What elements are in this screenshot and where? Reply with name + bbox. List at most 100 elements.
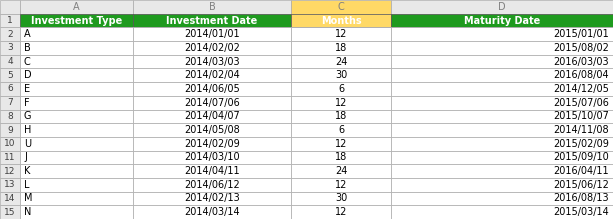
Bar [20, 55, 133, 68]
Text: C: C [24, 57, 31, 67]
Bar [0, 164, 20, 178]
Text: 2015/03/14: 2015/03/14 [554, 207, 609, 217]
Text: 18: 18 [335, 43, 347, 53]
Bar [391, 192, 613, 205]
Text: 2014/04/11: 2014/04/11 [184, 166, 240, 176]
Bar [391, 178, 613, 192]
Text: 2014/03/10: 2014/03/10 [184, 152, 240, 162]
Bar [291, 0, 391, 14]
Text: E: E [24, 84, 30, 94]
Bar [391, 96, 613, 110]
Bar [133, 41, 291, 55]
Bar [20, 137, 133, 151]
Bar [391, 41, 613, 55]
Text: 4: 4 [7, 57, 13, 66]
Bar [0, 192, 20, 205]
Bar [391, 0, 613, 14]
Bar [0, 82, 20, 96]
Text: 2015/09/10: 2015/09/10 [554, 152, 609, 162]
Text: H: H [24, 125, 31, 135]
Text: 14: 14 [4, 194, 16, 203]
Text: D: D [24, 70, 32, 80]
Text: 18: 18 [335, 152, 347, 162]
Bar [391, 137, 613, 151]
Bar [0, 137, 20, 151]
Bar [0, 110, 20, 123]
Bar [0, 123, 20, 137]
Text: 6: 6 [338, 125, 344, 135]
Bar [133, 55, 291, 68]
Bar [20, 0, 133, 14]
Bar [133, 205, 291, 219]
Text: 12: 12 [4, 167, 16, 176]
Bar [20, 82, 133, 96]
Text: Maturity Date: Maturity Date [464, 16, 540, 26]
Bar [391, 82, 613, 96]
Text: 12: 12 [335, 180, 347, 190]
Text: N: N [24, 207, 31, 217]
Text: 24: 24 [335, 166, 347, 176]
Bar [133, 151, 291, 164]
Bar [20, 178, 133, 192]
Bar [291, 205, 391, 219]
Text: 2014/03/03: 2014/03/03 [184, 57, 240, 67]
Bar [391, 110, 613, 123]
Bar [133, 164, 291, 178]
Bar [20, 68, 133, 82]
Bar [0, 0, 20, 14]
Bar [291, 14, 391, 27]
Bar [133, 0, 291, 14]
Bar [0, 151, 20, 164]
Text: 12: 12 [335, 207, 347, 217]
Text: 2015/08/02: 2015/08/02 [553, 43, 609, 53]
Text: 11: 11 [4, 153, 16, 162]
Bar [291, 82, 391, 96]
Bar [0, 14, 20, 27]
Text: 2016/04/11: 2016/04/11 [554, 166, 609, 176]
Text: 2014/02/04: 2014/02/04 [184, 70, 240, 80]
Text: L: L [24, 180, 29, 190]
Bar [391, 151, 613, 164]
Bar [291, 68, 391, 82]
Text: K: K [24, 166, 31, 176]
Text: 12: 12 [335, 98, 347, 108]
Bar [20, 151, 133, 164]
Bar [391, 14, 613, 27]
Text: 2015/06/12: 2015/06/12 [553, 180, 609, 190]
Bar [291, 110, 391, 123]
Text: 2015/02/09: 2015/02/09 [553, 139, 609, 149]
Bar [133, 178, 291, 192]
Text: G: G [24, 111, 31, 121]
Text: 30: 30 [335, 193, 347, 203]
Bar [133, 27, 291, 41]
Text: 2016/08/04: 2016/08/04 [554, 70, 609, 80]
Bar [291, 123, 391, 137]
Text: 2015/07/06: 2015/07/06 [553, 98, 609, 108]
Text: 24: 24 [335, 57, 347, 67]
Text: 7: 7 [7, 98, 13, 107]
Text: Months: Months [321, 16, 361, 26]
Bar [291, 137, 391, 151]
Bar [291, 96, 391, 110]
Text: 30: 30 [335, 70, 347, 80]
Bar [291, 192, 391, 205]
Text: 3: 3 [7, 43, 13, 52]
Bar [20, 27, 133, 41]
Bar [291, 164, 391, 178]
Bar [20, 192, 133, 205]
Text: 2014/01/01: 2014/01/01 [184, 29, 240, 39]
Bar [0, 205, 20, 219]
Text: 13: 13 [4, 180, 16, 189]
Bar [391, 27, 613, 41]
Text: 2015/01/01: 2015/01/01 [554, 29, 609, 39]
Text: 2015/10/07: 2015/10/07 [553, 111, 609, 121]
Bar [0, 178, 20, 192]
Bar [20, 123, 133, 137]
Bar [391, 55, 613, 68]
Bar [391, 68, 613, 82]
Text: A: A [73, 2, 80, 12]
Bar [133, 96, 291, 110]
Text: 2014/11/08: 2014/11/08 [554, 125, 609, 135]
Text: 6: 6 [7, 85, 13, 94]
Bar [20, 41, 133, 55]
